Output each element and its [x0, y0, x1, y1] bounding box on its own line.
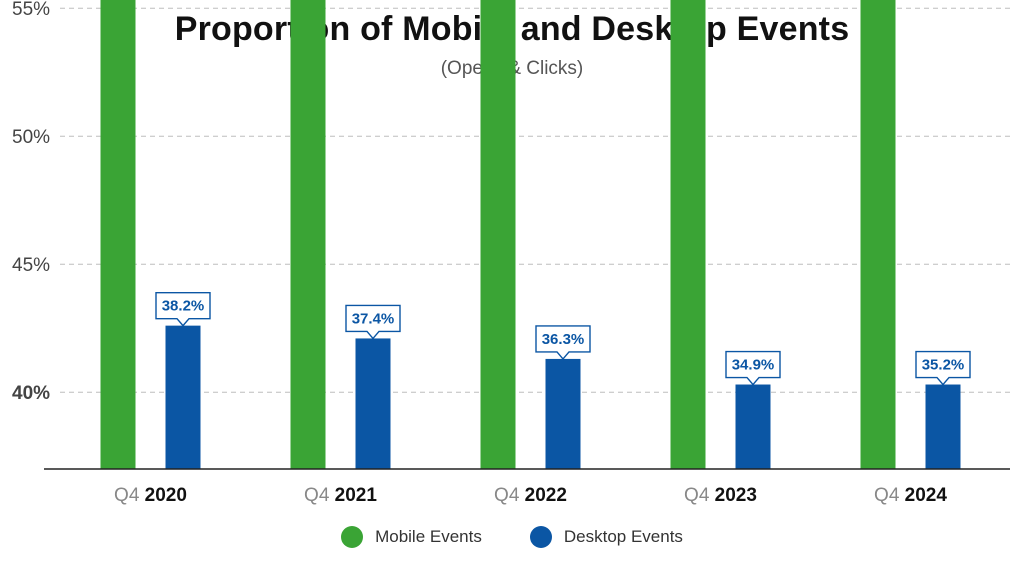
- legend-swatch-desktop: [529, 526, 552, 548]
- desktop-bar: [545, 358, 581, 469]
- desktop-data-label: 35.2%: [922, 357, 965, 374]
- y-tick-label: 55%: [12, 0, 50, 20]
- desktop-bar: [355, 338, 391, 469]
- mobile-bar: [480, 0, 516, 469]
- y-tick-label: 40%: [12, 383, 50, 404]
- mobile-bar: [290, 0, 326, 470]
- y-tick-label: 50%: [12, 127, 50, 148]
- bar-chart: 61.8%38.2%62.6%37.4%63.7%36.3%65.1%34.9%…: [12, 0, 1010, 506]
- legend-item-desktop: Desktop Events: [529, 526, 683, 548]
- mobile-bar: [100, 0, 136, 469]
- x-tick-label: Q4 2024: [874, 485, 947, 506]
- desktop-data-label: 38.2%: [162, 298, 205, 315]
- mobile-bar: [670, 0, 706, 469]
- desktop-bar: [165, 325, 201, 469]
- desktop-data-label: 34.9%: [732, 357, 775, 374]
- desktop-data-label: 37.4%: [352, 310, 395, 327]
- x-tick-label: Q4 2022: [494, 485, 567, 506]
- data-label-callout: [725, 350, 781, 386]
- legend-item-mobile: Mobile Events: [341, 526, 482, 548]
- desktop-bar: [925, 384, 961, 469]
- data-label-callout: [345, 304, 401, 340]
- data-label-callout: [535, 325, 591, 360]
- mobile-bar: [860, 0, 896, 470]
- legend-label-desktop: Desktop Events: [563, 527, 683, 546]
- bars: [100, 0, 961, 470]
- desktop-bar: [735, 384, 771, 469]
- data-labels: 61.8%38.2%62.6%37.4%63.7%36.3%65.1%34.9%…: [155, 291, 971, 386]
- x-tick-label: Q4 2023: [684, 485, 757, 506]
- legend: Mobile Events Desktop Events: [0, 526, 1024, 548]
- legend-label-mobile: Mobile Events: [375, 527, 482, 546]
- legend-swatch-mobile: [341, 526, 364, 548]
- x-tick-label: Q4 2020: [114, 485, 187, 506]
- desktop-data-label: 36.3%: [542, 331, 585, 348]
- y-tick-label: 45%: [12, 255, 50, 276]
- data-label-callout: [915, 350, 971, 386]
- data-label-callout: [155, 291, 211, 327]
- x-tick-label: Q4 2021: [304, 485, 377, 506]
